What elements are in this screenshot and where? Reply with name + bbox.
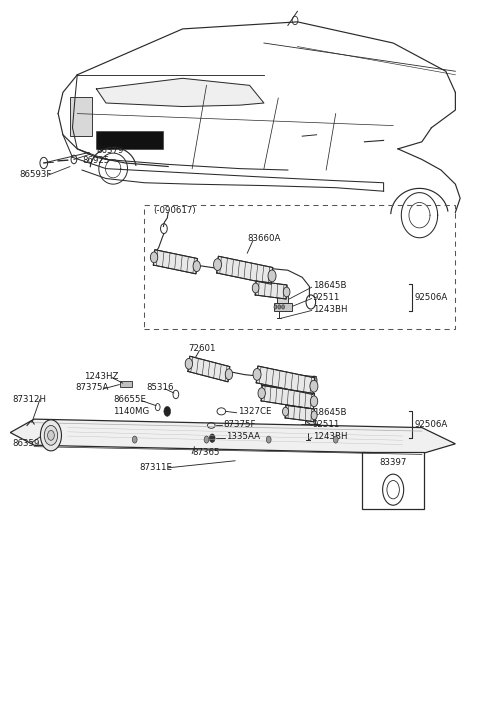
Text: 87375F: 87375F bbox=[223, 419, 256, 428]
Circle shape bbox=[193, 261, 201, 271]
Circle shape bbox=[258, 387, 265, 399]
Circle shape bbox=[306, 426, 309, 431]
Text: 83397: 83397 bbox=[380, 458, 407, 467]
Bar bbox=[96, 132, 163, 149]
Text: 1243BH: 1243BH bbox=[313, 432, 347, 441]
Bar bbox=[190, 359, 197, 365]
Text: 87365: 87365 bbox=[192, 448, 220, 457]
Text: 86359: 86359 bbox=[12, 439, 40, 448]
Text: 1335AA: 1335AA bbox=[226, 432, 260, 441]
Circle shape bbox=[225, 369, 233, 380]
Polygon shape bbox=[153, 250, 197, 274]
Circle shape bbox=[252, 283, 259, 293]
Circle shape bbox=[311, 411, 317, 420]
Text: 1243BH: 1243BH bbox=[313, 305, 347, 314]
Circle shape bbox=[204, 436, 209, 443]
Text: 18645B: 18645B bbox=[313, 281, 346, 291]
Circle shape bbox=[209, 434, 215, 443]
Circle shape bbox=[132, 436, 137, 443]
Circle shape bbox=[274, 305, 277, 309]
Circle shape bbox=[278, 305, 281, 309]
Text: 92511: 92511 bbox=[313, 293, 340, 303]
Text: 1243HZ: 1243HZ bbox=[84, 372, 119, 380]
Polygon shape bbox=[96, 78, 264, 107]
Polygon shape bbox=[10, 419, 456, 454]
Circle shape bbox=[333, 436, 338, 443]
Bar bbox=[362, 452, 424, 509]
Circle shape bbox=[185, 358, 192, 369]
Text: 87311E: 87311E bbox=[140, 463, 172, 472]
Text: 86379: 86379 bbox=[96, 146, 124, 155]
Text: 1327CE: 1327CE bbox=[238, 407, 271, 416]
Circle shape bbox=[214, 259, 222, 271]
Text: 87312H: 87312H bbox=[12, 395, 47, 404]
Bar bbox=[301, 424, 320, 433]
Text: 1140MG: 1140MG bbox=[113, 407, 149, 416]
Polygon shape bbox=[261, 385, 314, 409]
Polygon shape bbox=[285, 405, 314, 421]
Text: 92511: 92511 bbox=[313, 420, 340, 429]
Polygon shape bbox=[256, 366, 315, 395]
Bar bbox=[120, 381, 132, 387]
Polygon shape bbox=[255, 281, 287, 299]
Circle shape bbox=[48, 431, 54, 440]
Text: 86593F: 86593F bbox=[20, 170, 52, 180]
Circle shape bbox=[311, 396, 318, 407]
Circle shape bbox=[253, 368, 261, 380]
Circle shape bbox=[302, 426, 305, 431]
Circle shape bbox=[260, 372, 265, 380]
Circle shape bbox=[40, 420, 61, 451]
Text: 72601: 72601 bbox=[188, 344, 216, 353]
Bar bbox=[305, 417, 315, 424]
Circle shape bbox=[283, 407, 288, 416]
Circle shape bbox=[44, 426, 58, 445]
Circle shape bbox=[310, 380, 318, 392]
Text: (-090617): (-090617) bbox=[153, 206, 195, 215]
Bar bbox=[70, 98, 92, 136]
Circle shape bbox=[312, 376, 317, 385]
Text: 83660A: 83660A bbox=[247, 234, 280, 243]
Text: 92506A: 92506A bbox=[414, 293, 447, 303]
Circle shape bbox=[164, 407, 170, 416]
Circle shape bbox=[150, 252, 158, 263]
Text: 85316: 85316 bbox=[147, 383, 174, 392]
Circle shape bbox=[282, 305, 285, 309]
Text: 87375A: 87375A bbox=[75, 383, 108, 392]
Bar bbox=[277, 296, 288, 303]
Bar bbox=[274, 303, 292, 311]
Circle shape bbox=[283, 287, 290, 297]
Circle shape bbox=[310, 426, 312, 431]
Polygon shape bbox=[188, 356, 230, 382]
Text: 86655E: 86655E bbox=[113, 395, 146, 404]
Text: 18645B: 18645B bbox=[313, 408, 346, 417]
Circle shape bbox=[268, 270, 276, 282]
Circle shape bbox=[266, 436, 271, 443]
Polygon shape bbox=[217, 256, 273, 284]
Text: 86925: 86925 bbox=[82, 156, 109, 165]
Text: 92506A: 92506A bbox=[414, 420, 447, 429]
